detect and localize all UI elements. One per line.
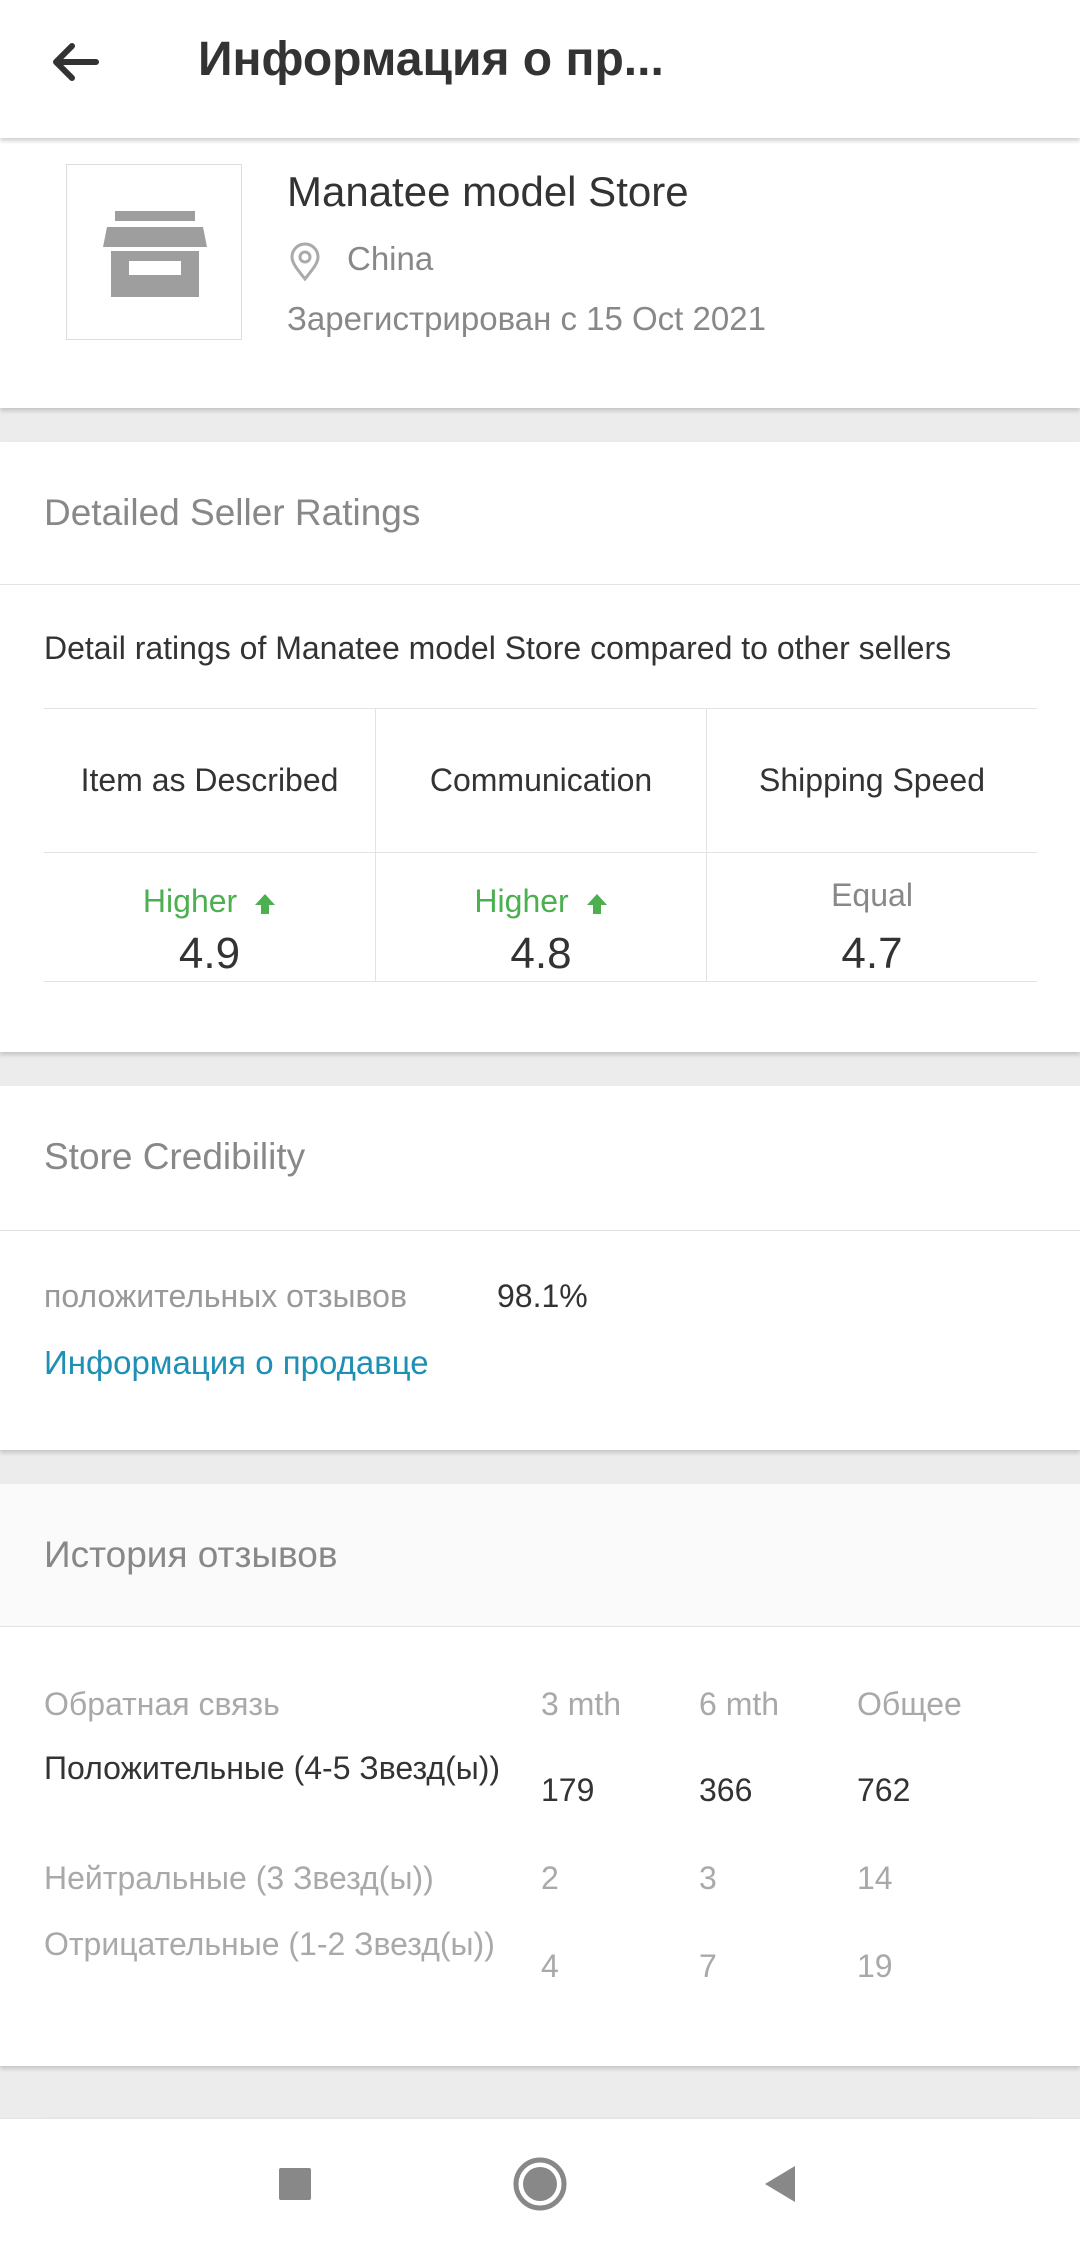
positive-feedback-label: положительных отзывов: [44, 1278, 407, 1314]
circle-home-icon[interactable]: [508, 2152, 572, 2216]
table-cell: 762: [857, 1772, 911, 1808]
table-cell: 2: [541, 1860, 559, 1896]
rating-score: 4.8: [510, 929, 572, 978]
ratings-description: Detail ratings of Manatee model Store co…: [44, 630, 952, 666]
column-header: Общее: [857, 1686, 962, 1722]
seller-info-link[interactable]: Информация о продавце: [44, 1344, 429, 1381]
triangle-back-icon[interactable]: [749, 2152, 813, 2216]
table-cell: 14: [857, 1860, 893, 1896]
square-icon[interactable]: [263, 2152, 327, 2216]
rating-score: 4.9: [178, 929, 241, 978]
section-header: [0, 1484, 1080, 1626]
next-card-edge: [44, 2117, 1037, 2119]
arrow-up-icon: [586, 893, 607, 914]
column-header: 3 mth: [541, 1686, 622, 1722]
rating-item-described: Item as Described Higher 4.9: [44, 709, 375, 981]
registration-date: Зарегистрирован с 15 Oct 2021: [287, 300, 766, 337]
table-cell: 19: [857, 1948, 893, 1984]
storefront-icon: [103, 211, 207, 297]
rating-item-communication: Communication Higher 4.8: [375, 709, 706, 981]
system-nav-bar: [0, 2117, 1080, 2248]
detailed-seller-ratings: Detailed Seller Ratings Detail ratings o…: [0, 442, 1080, 1052]
table-cell: 366: [699, 1772, 753, 1808]
section-title: Detailed Seller Ratings: [44, 492, 421, 533]
feedback-history: История отзывов Обратная связь 3 mth 6 m…: [0, 1484, 1080, 2066]
back-arrow-icon[interactable]: [44, 30, 108, 94]
positive-feedback-value: 98.1%: [497, 1278, 588, 1314]
section-title: Store Credibility: [44, 1136, 306, 1177]
column-header: 6 mth: [699, 1686, 780, 1722]
store-logo: [66, 164, 242, 340]
app-bar: Информация о пр...: [0, 0, 1080, 138]
section-title: История отзывов: [44, 1534, 338, 1575]
divider: [0, 1230, 1080, 1231]
arrow-up-icon: [255, 893, 276, 914]
table-cell: 7: [699, 1948, 717, 1984]
rating-label: Shipping Speed: [707, 709, 1037, 853]
divider: [0, 584, 1080, 585]
store-country: China: [347, 240, 434, 277]
table-cell: 3: [699, 1860, 717, 1896]
rating-comparison: Higher: [44, 883, 375, 920]
rating-score: 4.7: [841, 929, 903, 978]
store-credibility: Store Credibility положительных отзывов …: [0, 1086, 1080, 1450]
table-cell: 179: [541, 1772, 595, 1808]
ratings-table: Item as Described Higher 4.9 Communicati…: [44, 708, 1037, 982]
divider: [0, 1626, 1080, 1627]
page-title: Информация о пр...: [198, 33, 664, 86]
rating-comparison: Equal: [831, 877, 913, 913]
table-cell: 4: [541, 1948, 559, 1984]
rating-label: Item as Described: [44, 709, 375, 853]
comparison-text: Higher: [142, 883, 238, 919]
rating-label: Communication: [376, 709, 706, 853]
rating-item-shipping: Shipping Speed Equal 4.7: [706, 709, 1037, 981]
table-row-label: Нейтральные (3 Звезд(ы)): [44, 1860, 434, 1896]
store-header: Manatee model Store China Зарегистрирова…: [0, 138, 1080, 408]
table-row-label: Положительные (4-5 Звезд(ы)): [44, 1750, 501, 1786]
table-row-label: Отрицательные (1-2 Звезд(ы)): [44, 1926, 495, 1962]
location-pin-icon: [290, 242, 320, 282]
rating-comparison: Higher: [376, 883, 706, 920]
comparison-text: Higher: [474, 883, 569, 919]
store-name: Manatee model Store: [287, 168, 689, 215]
column-header: Обратная связь: [44, 1686, 280, 1722]
